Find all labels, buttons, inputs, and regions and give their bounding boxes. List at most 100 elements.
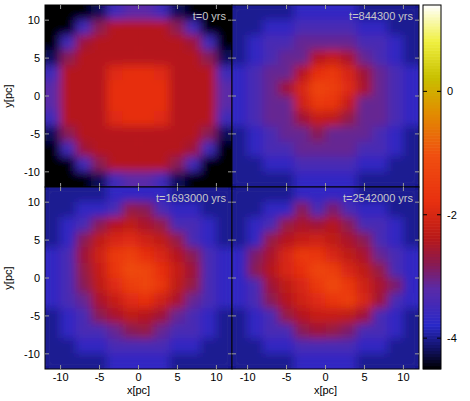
cell	[76, 172, 92, 187]
cell	[341, 232, 357, 248]
cell	[310, 172, 326, 187]
cell	[154, 232, 170, 248]
cell	[107, 35, 123, 51]
cell	[278, 293, 294, 309]
x-tick-label: -5	[282, 371, 292, 383]
cell	[76, 247, 92, 263]
x-tick	[364, 5, 365, 9]
cell	[294, 278, 310, 294]
cell	[169, 35, 185, 51]
cell	[91, 187, 107, 202]
x-tick	[60, 365, 61, 369]
x-tick	[138, 5, 139, 9]
cell	[325, 35, 341, 51]
x-tick	[325, 5, 326, 9]
cell	[216, 50, 232, 66]
cell	[341, 308, 357, 324]
y-tick	[415, 315, 419, 316]
cell	[76, 293, 92, 309]
y-tick	[45, 353, 49, 354]
cell	[123, 156, 139, 172]
cell	[169, 338, 185, 354]
cell	[278, 323, 294, 339]
cell	[123, 35, 139, 51]
cell	[60, 111, 76, 127]
cell	[91, 308, 107, 324]
cell	[232, 5, 248, 20]
cell	[310, 187, 326, 202]
cell	[232, 338, 248, 354]
cell	[388, 96, 404, 112]
x-tick	[247, 5, 248, 9]
y-tick	[232, 240, 236, 241]
x-tick	[216, 183, 217, 187]
cell	[341, 96, 357, 112]
y-tick	[415, 20, 419, 21]
cell	[185, 111, 201, 127]
cell	[356, 126, 372, 142]
y-tick	[45, 240, 49, 241]
cell	[325, 50, 341, 66]
cell	[294, 81, 310, 97]
cell	[123, 232, 139, 248]
cell	[107, 202, 123, 218]
cell	[60, 5, 76, 20]
cell	[232, 217, 248, 233]
cell	[138, 141, 154, 157]
cell	[403, 111, 419, 127]
y-tick	[228, 202, 232, 203]
y-tick-label: 5	[34, 52, 40, 64]
cell	[232, 278, 248, 294]
cell	[341, 50, 357, 66]
cell	[372, 217, 388, 233]
cell	[123, 323, 139, 339]
y-tick	[228, 96, 232, 97]
cell	[372, 232, 388, 248]
cell	[138, 293, 154, 309]
cell	[216, 278, 232, 294]
cell	[232, 263, 248, 279]
cell	[169, 247, 185, 263]
cell	[263, 20, 279, 36]
cell	[388, 278, 404, 294]
cell	[263, 354, 279, 369]
cell	[154, 247, 170, 263]
y-tick	[45, 315, 49, 316]
cell	[107, 65, 123, 81]
cell	[372, 156, 388, 172]
cell	[76, 156, 92, 172]
cell	[325, 65, 341, 81]
cell	[388, 65, 404, 81]
cell	[388, 323, 404, 339]
cell	[123, 217, 139, 233]
cell	[91, 35, 107, 51]
cell	[138, 111, 154, 127]
cell	[294, 35, 310, 51]
cell	[278, 217, 294, 233]
cell	[91, 172, 107, 187]
cell	[356, 50, 372, 66]
cell	[356, 217, 372, 233]
cell	[185, 247, 201, 263]
cell	[247, 202, 263, 218]
y-tick-label: 5	[34, 234, 40, 246]
cell	[169, 126, 185, 142]
y-tick	[228, 240, 232, 241]
cell	[325, 111, 341, 127]
cell	[216, 232, 232, 248]
x-tick-label: -10	[53, 371, 69, 383]
cell	[123, 247, 139, 263]
cell	[185, 354, 201, 369]
cell	[138, 217, 154, 233]
x-tick	[216, 5, 217, 9]
cell	[232, 172, 248, 187]
y-tick	[228, 58, 232, 59]
cell	[310, 247, 326, 263]
cell	[185, 293, 201, 309]
cell	[263, 5, 279, 20]
cell	[341, 172, 357, 187]
cell	[169, 65, 185, 81]
cell	[201, 263, 217, 279]
cell	[216, 202, 232, 218]
cell	[263, 35, 279, 51]
